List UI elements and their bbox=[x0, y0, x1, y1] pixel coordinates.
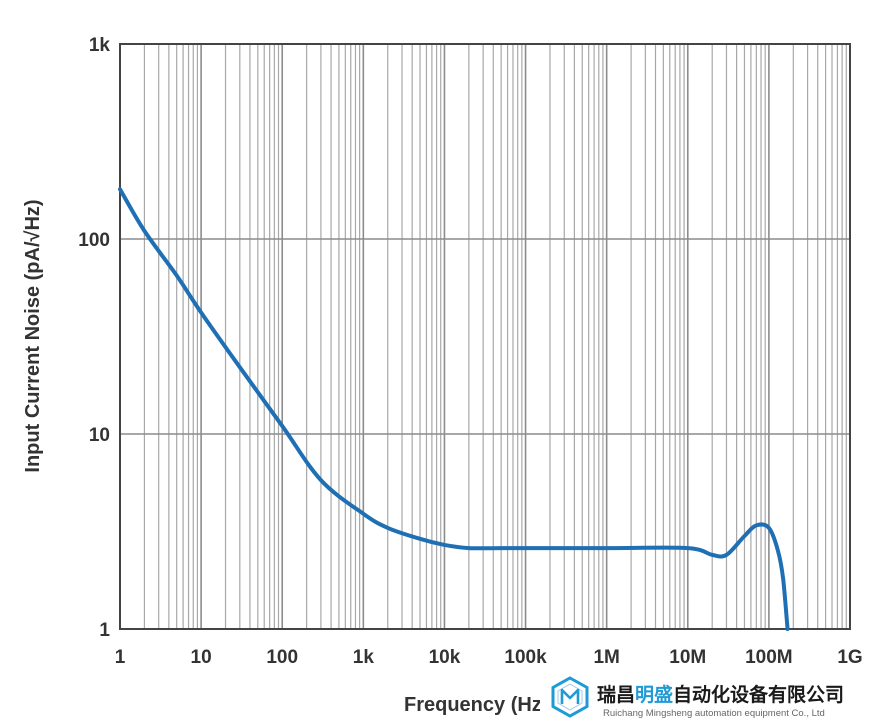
x-tick-label: 10M bbox=[669, 647, 706, 668]
y-tick-label: 1 bbox=[99, 620, 110, 641]
watermark-name-part3: 自动化设备有限公司 bbox=[673, 683, 844, 706]
x-tick-label: 1M bbox=[593, 647, 619, 668]
x-tick-label: 10k bbox=[429, 647, 461, 668]
x-tick-label: 1k bbox=[353, 647, 375, 668]
y-tick-label: 100 bbox=[78, 230, 110, 251]
x-tick-label: 100 bbox=[266, 647, 298, 668]
watermark-name-part1: 瑞昌 bbox=[597, 683, 635, 706]
watermark-backdrop bbox=[540, 672, 877, 724]
grid-lines bbox=[119, 44, 850, 629]
y-axis-title: Input Current Noise (pA/√Hz) bbox=[22, 199, 44, 472]
series-line bbox=[118, 187, 790, 631]
x-tick-label: 1G bbox=[837, 647, 862, 668]
x-tick-label: 100M bbox=[745, 647, 793, 668]
x-tick-label: 10 bbox=[191, 647, 212, 668]
y-tick-label: 1k bbox=[89, 35, 111, 56]
watermark-subtitle: Ruichang Mingsheng automation equipment … bbox=[603, 708, 825, 719]
y-tick-label: 10 bbox=[89, 425, 110, 446]
plot-frame bbox=[119, 43, 851, 630]
y-tick-labels: 1 10 100 1k bbox=[78, 35, 110, 641]
x-tick-label: 100k bbox=[504, 647, 547, 668]
hexagon-m-logo-icon bbox=[551, 676, 589, 718]
watermark-company-name: 瑞昌明盛自动化设备有限公司 bbox=[597, 683, 844, 706]
x-tick-labels: 1 10 100 1k 10k 100k 1M 10M 100M 1G bbox=[115, 647, 863, 668]
watermark-name-part2: 明盛 bbox=[635, 683, 673, 706]
x-tick-label: 1 bbox=[115, 647, 126, 668]
watermark: 瑞昌明盛自动化设备有限公司 Ruichang Mingsheng automat… bbox=[540, 672, 877, 724]
x-axis-title: Frequency (Hz) bbox=[404, 694, 548, 716]
